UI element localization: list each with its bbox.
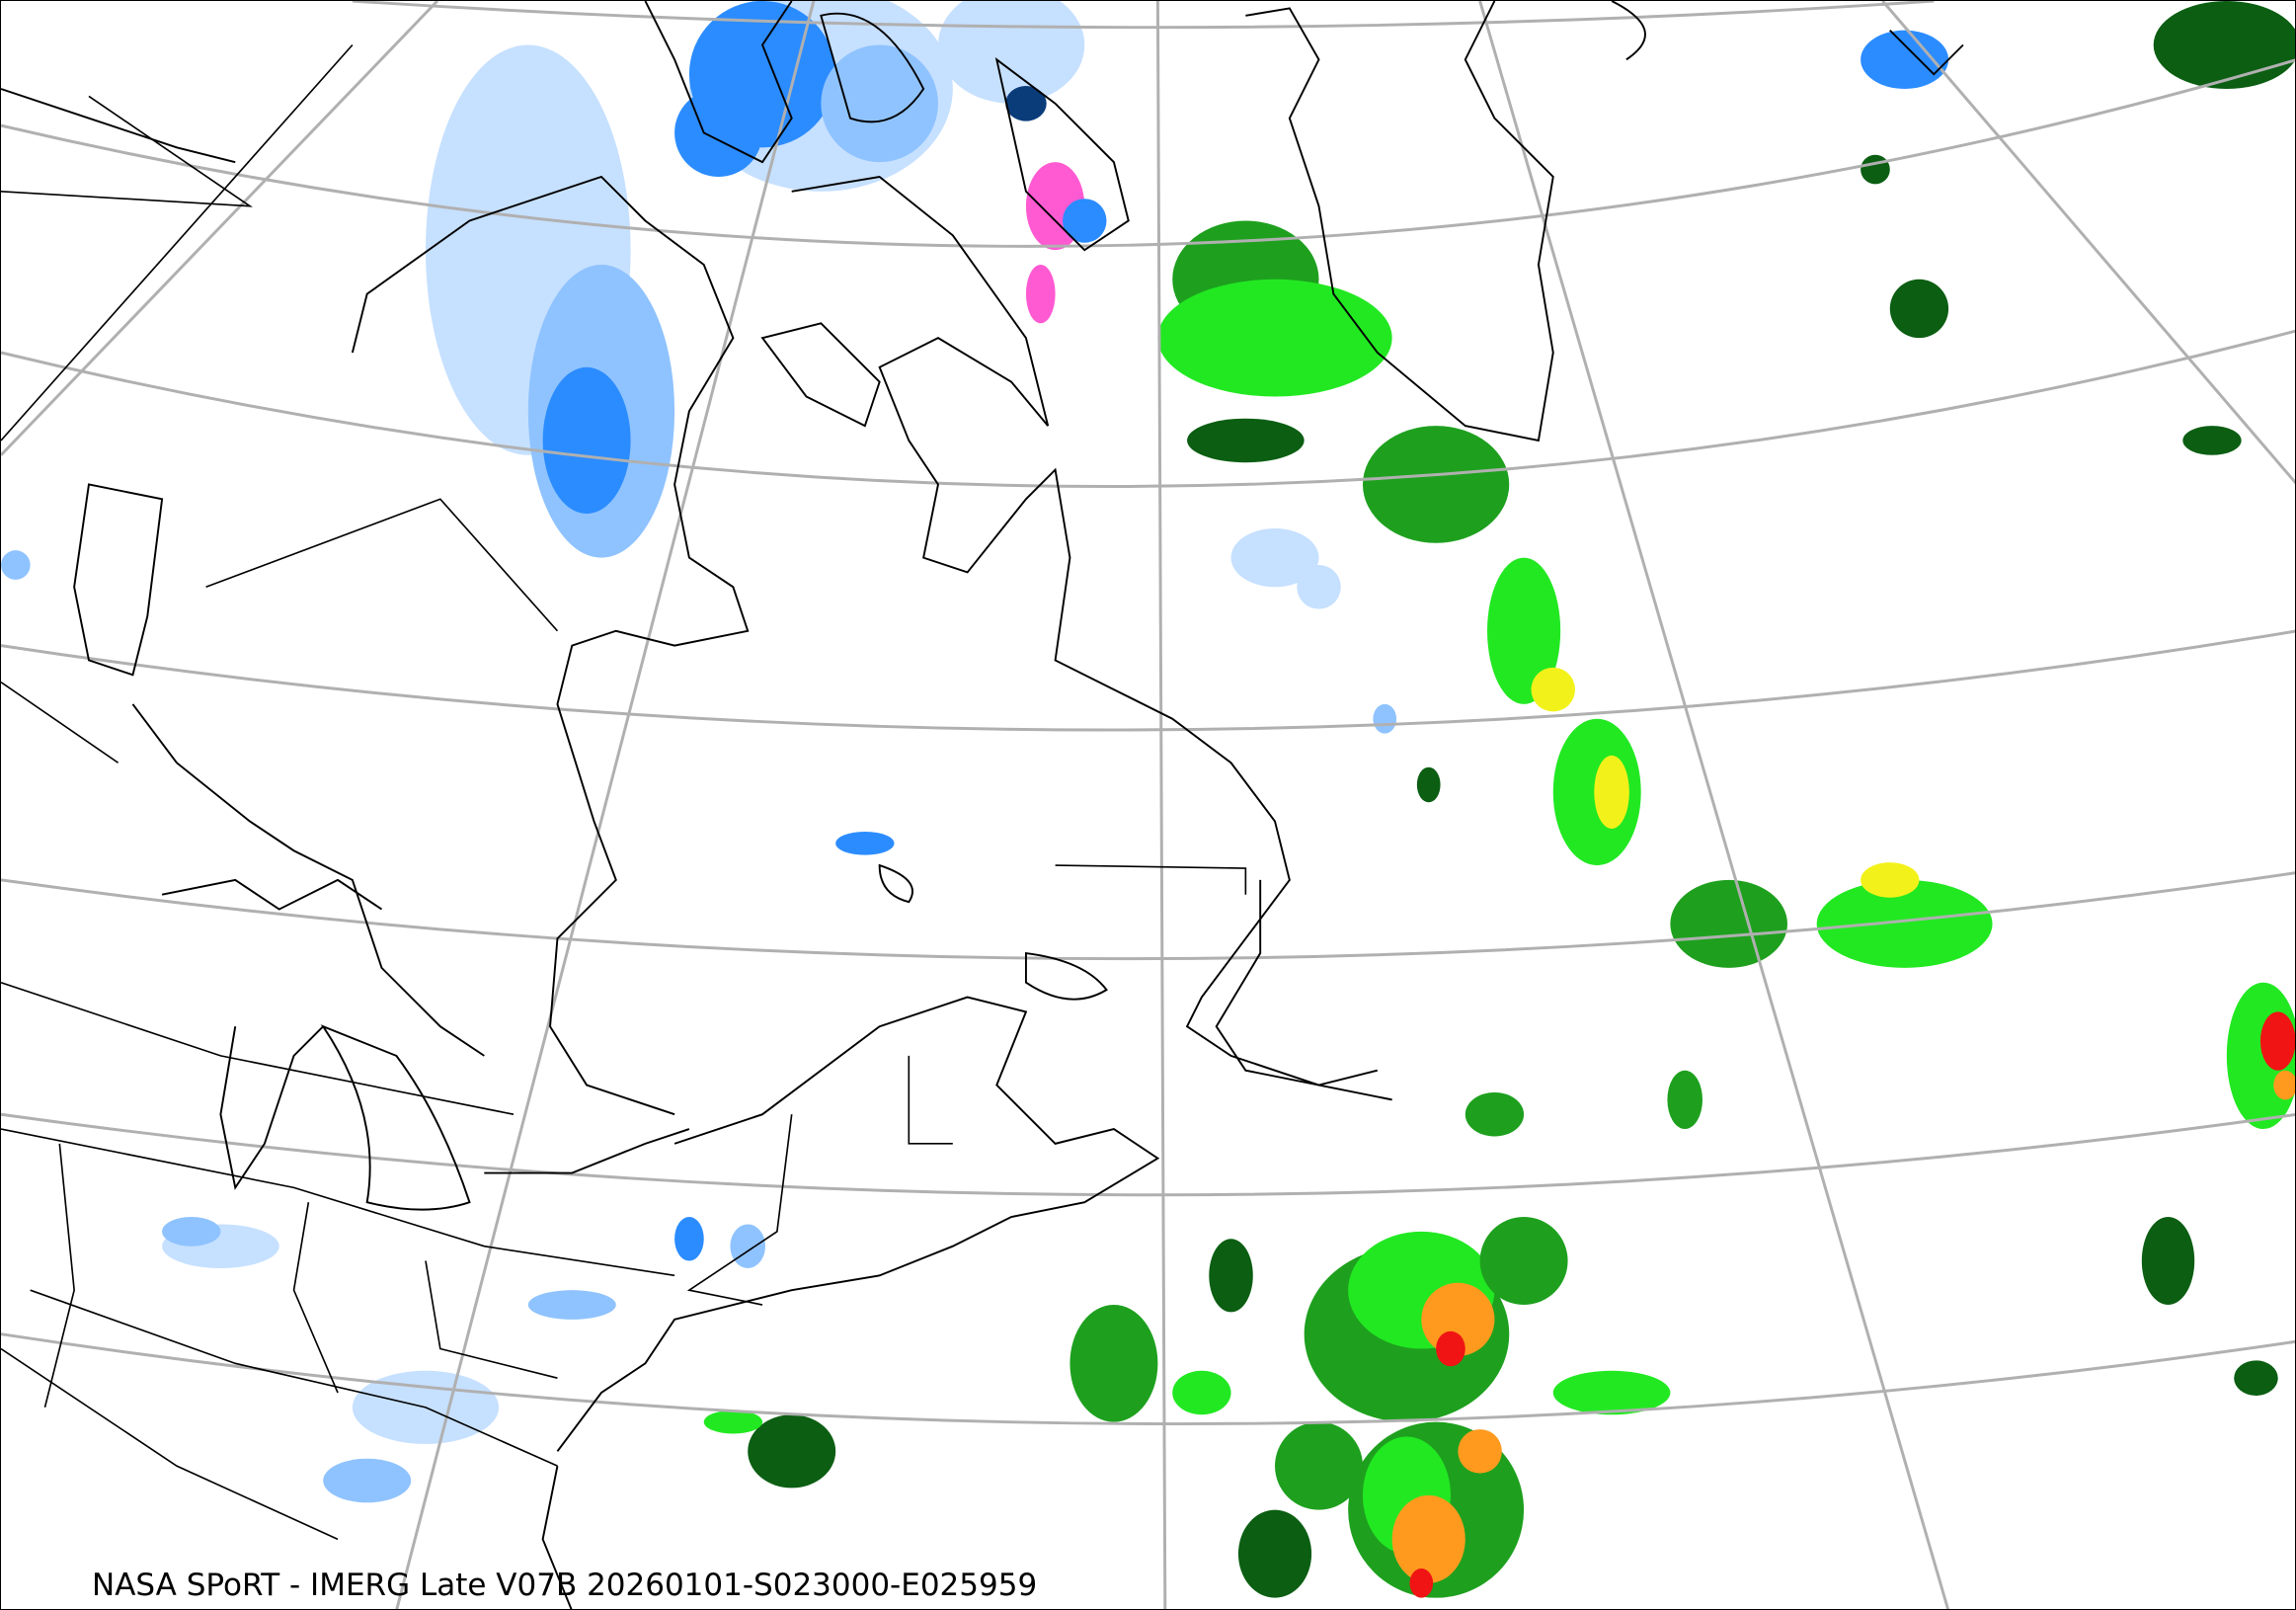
precip-area-rain-extreme <box>1436 1330 1465 1367</box>
precip-area-snow-moderate <box>1373 703 1397 734</box>
precip-area-rain-moderate <box>1275 1421 1363 1510</box>
precip-area-snow-heavy <box>674 1217 704 1261</box>
latitude-line <box>352 1 1935 30</box>
precip-area-rain-moderate <box>1069 1305 1158 1422</box>
precip-area-snow-moderate <box>162 1217 221 1247</box>
map-caption: NASA SPoRT - IMERG Late V07B 20260101-S0… <box>92 1568 1038 1603</box>
precip-area-rain-heavy <box>1816 879 1993 968</box>
latitude-line <box>1 329 2295 488</box>
precip-area-rain-heavy <box>1487 557 1561 704</box>
latitude-line <box>1 871 2295 961</box>
precip-area-rain-light <box>1209 1239 1253 1313</box>
precip-area-snow-moderate <box>1 550 31 580</box>
longitude-line <box>1155 1 1167 1609</box>
political-borders <box>1 43 1247 1541</box>
precip-area-rain-heavy <box>1552 1370 1671 1415</box>
latitude-line <box>1 629 2295 732</box>
precip-area-rain-light <box>748 1414 836 1489</box>
precip-area-rain-intense <box>2273 1070 2295 1100</box>
precip-area-rain-moderate <box>1479 1217 1568 1306</box>
precip-area-rain-moderate <box>1670 879 1787 968</box>
precip-area-rain-heavy <box>1172 1370 1231 1415</box>
precip-area-rain-very_heavy <box>1594 755 1629 829</box>
latitude-line <box>1 1332 2295 1426</box>
precip-area-rain-light <box>2153 1 2295 89</box>
precip-area-rain-light <box>1889 279 1949 339</box>
precip-area-rain-light <box>2182 426 2242 455</box>
precip-area-rain-light <box>1237 1509 1312 1598</box>
precip-area-rain-extreme <box>2259 1011 2295 1071</box>
precip-area-rain-light <box>2141 1217 2195 1306</box>
precip-area-rain-moderate <box>1362 426 1510 543</box>
precip-area-snow-moderate <box>323 1458 412 1503</box>
precip-area-snow-light <box>1230 527 1319 588</box>
precip-area-rain-moderate <box>1465 1091 1525 1137</box>
precip-area-snow-light <box>938 1 1085 104</box>
precip-area-rain-heavy <box>703 1409 763 1434</box>
latitude-line <box>1 1112 2295 1197</box>
precip-area-snow-heavy <box>674 88 763 177</box>
precip-area-snow-heavy <box>835 831 895 855</box>
precip-area-snow-heavy <box>542 366 631 515</box>
precip-area-rain-light <box>1861 154 1890 185</box>
precip-area-rain-moderate <box>1667 1070 1702 1130</box>
longitude-line <box>1 1 438 456</box>
precip-area-snow-very_heavy <box>1005 86 1047 121</box>
precip-area-rain-intense <box>1391 1494 1465 1583</box>
longitude-line <box>395 1 816 1609</box>
precip-area-snow-heavy <box>1861 30 1949 89</box>
precip-area-snow-moderate <box>730 1224 766 1268</box>
precip-area-rain-light <box>2234 1360 2278 1396</box>
precip-area-rain-very_heavy <box>1861 862 1920 898</box>
precip-area-rain-light <box>1187 418 1305 463</box>
precip-area-mixed <box>1025 264 1056 324</box>
longitude-line <box>1881 1 2295 485</box>
precip-area-rain-extreme <box>1409 1568 1434 1598</box>
longitude-line <box>1478 1 1950 1609</box>
precip-area-snow-moderate <box>821 44 938 163</box>
precip-area-rain-very_heavy <box>1531 667 1575 712</box>
latitude-line <box>1 58 2295 248</box>
precip-area-snow-light <box>1297 565 1341 609</box>
precip-area-rain-intense <box>1458 1429 1502 1474</box>
precip-area-snow-moderate <box>527 1290 616 1320</box>
precip-area-snow-heavy <box>1063 199 1107 243</box>
precip-area-rain-heavy <box>1157 279 1392 397</box>
coastlines <box>1 1 1964 1609</box>
precip-area-rain-light <box>1416 766 1441 803</box>
